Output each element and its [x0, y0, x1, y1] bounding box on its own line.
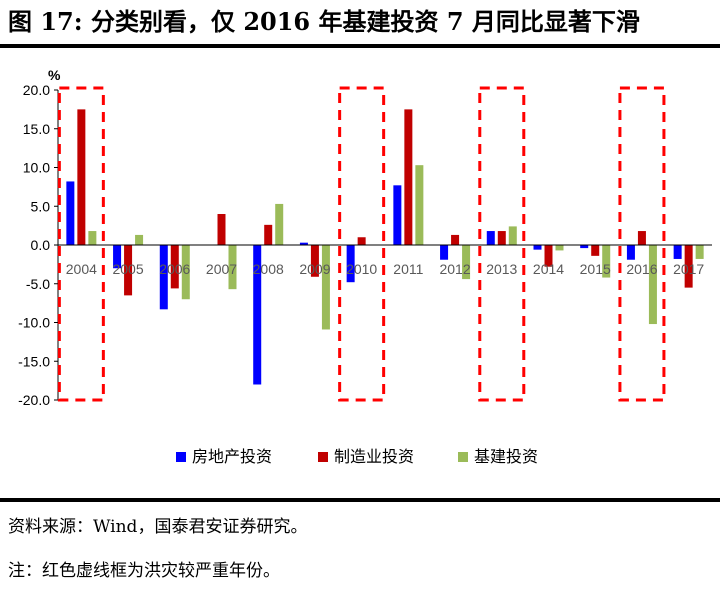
y-tick-label: -10.0	[18, 315, 50, 331]
bar-基建投资-2015	[602, 245, 611, 278]
bar-制造业投资-2004	[77, 109, 86, 245]
bar-制造业投资-2013	[497, 231, 506, 245]
bar-房地产投资-2008	[253, 245, 262, 385]
x-tick-label: 2010	[346, 261, 377, 277]
x-tick-label: 2014	[533, 261, 564, 277]
bar-制造业投资-2012	[451, 234, 460, 245]
figure-title: 图 17: 分类别看，仅 2016 年基建投资 7 月同比显著下滑	[8, 7, 640, 36]
highlight-note: 注：红色虚线框为洪灾较严重年份。	[8, 561, 280, 581]
bar-基建投资-2005	[135, 234, 144, 245]
y-tick-label: 10.0	[23, 160, 50, 176]
y-tick-label: 20.0	[23, 82, 50, 98]
bar-房地产投资-2017	[673, 245, 682, 259]
x-tick-label: 2012	[439, 261, 470, 277]
legend-label-制造业投资: 制造业投资	[334, 447, 414, 466]
bar-房地产投资-2011	[393, 185, 402, 245]
bar-房地产投资-2010	[346, 245, 355, 283]
bar-房地产投资-2013	[486, 231, 495, 245]
bar-制造业投资-2008	[264, 224, 273, 245]
x-tick-label: 2015	[580, 261, 611, 277]
y-tick-label: -20.0	[18, 392, 50, 408]
y-tick-label: -15.0	[18, 353, 50, 369]
bar-制造业投资-2007	[217, 214, 226, 245]
y-axis-unit-label: %	[48, 67, 61, 83]
bar-制造业投资-2014	[544, 245, 553, 267]
bar-房地产投资-2015	[580, 245, 589, 249]
bar-基建投资-2014	[555, 245, 564, 251]
x-tick-label: 2004	[66, 261, 97, 277]
y-tick-label: -5.0	[26, 276, 50, 292]
bar-房地产投资-2016	[626, 245, 635, 260]
bar-基建投资-2004	[88, 231, 97, 245]
flood-year-highlight-box-2004	[57, 86, 105, 402]
bar-基建投资-2016	[648, 245, 657, 325]
bar-房地产投资-2014	[533, 245, 542, 250]
x-tick-label: 2016	[626, 261, 657, 277]
bar-制造业投资-2010	[357, 237, 366, 245]
x-tick-label: 2011	[393, 261, 423, 277]
x-tick-label: 2007	[206, 261, 237, 277]
bar-房地产投资-2012	[440, 245, 449, 260]
bar-基建投资-2011	[415, 165, 424, 245]
x-tick-label: 2013	[486, 261, 517, 277]
bar-基建投资-2009	[321, 245, 330, 330]
legend-label-房地产投资: 房地产投资	[192, 447, 272, 466]
bar-房地产投资-2009	[299, 242, 308, 245]
legend-swatch-制造业投资	[318, 452, 328, 462]
flood-year-highlight-box-2016	[618, 86, 666, 402]
bar-房地产投资-2006	[159, 245, 168, 310]
y-tick-label: 5.0	[31, 198, 51, 214]
bar-基建投资-2012	[462, 245, 471, 280]
bar-房地产投资-2005	[113, 245, 122, 269]
x-tick-label: 2008	[253, 261, 284, 277]
footer-rule	[0, 498, 720, 502]
y-tick-label: 15.0	[23, 121, 50, 137]
bar-基建投资-2017	[695, 245, 704, 259]
bar-制造业投资-2009	[310, 245, 319, 277]
x-tick-label: 2005	[112, 261, 143, 277]
bar-制造业投资-2015	[591, 245, 600, 256]
legend-label-基建投资: 基建投资	[474, 447, 538, 466]
x-tick-label: 2017	[673, 261, 704, 277]
x-tick-label: 2009	[299, 261, 330, 277]
bar-制造业投资-2011	[404, 109, 413, 245]
flood-year-highlight-box-2013	[478, 86, 526, 402]
bar-基建投资-2008	[275, 203, 284, 245]
bar-制造业投资-2006	[170, 245, 179, 289]
bar-chart: 20.0 15.0 10.0 5.0 0.0 -5.0 -10.0 -15.0 -20.0% 20…	[18, 67, 712, 466]
y-tick-label: 0.0	[31, 237, 51, 253]
bar-基建投资-2007	[228, 245, 237, 290]
source-note: 资料来源：Wind，国泰君安证券研究。	[8, 517, 308, 537]
bar-制造业投资-2005	[124, 245, 133, 296]
bar-基建投资-2013	[508, 226, 517, 245]
bar-制造业投资-2017	[684, 245, 693, 288]
x-tick-label: 2006	[159, 261, 190, 277]
bar-房地产投资-2004	[66, 181, 75, 245]
legend-swatch-基建投资	[458, 452, 468, 462]
flood-year-highlight-box-2010	[338, 86, 386, 402]
bar-制造业投资-2016	[637, 231, 646, 245]
legend-swatch-房地产投资	[176, 452, 186, 462]
bar-基建投资-2006	[181, 245, 190, 300]
title-rule	[0, 44, 720, 48]
